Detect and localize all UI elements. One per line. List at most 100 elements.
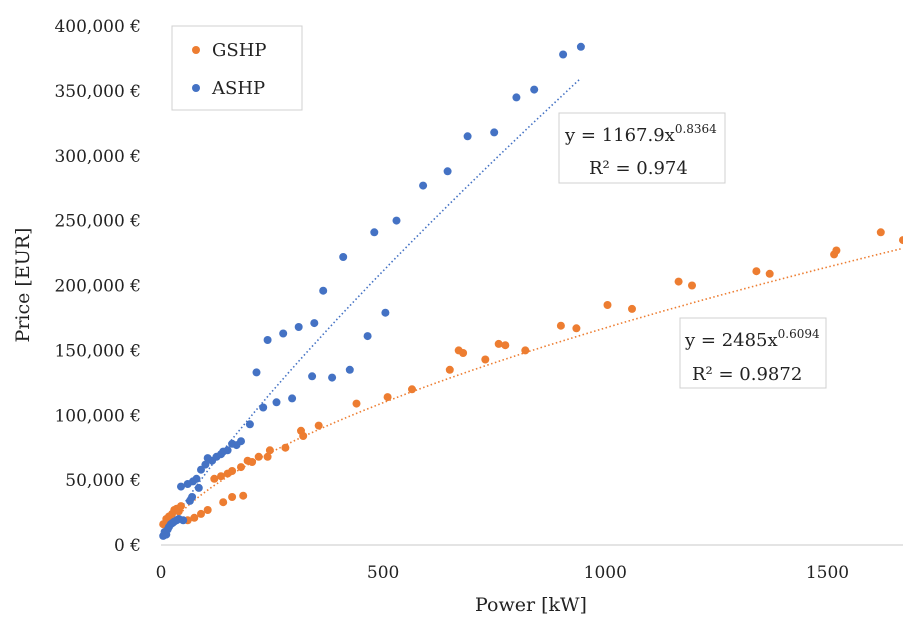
data-point-gshp	[248, 458, 257, 466]
legend: GSHP ASHP	[171, 25, 303, 111]
data-point-gshp	[228, 493, 237, 501]
data-point-gshp	[501, 341, 510, 350]
data-point-gshp	[265, 446, 274, 455]
data-point-gshp	[263, 452, 272, 461]
data-point-ashp	[179, 516, 188, 525]
x-tick-label: 0	[156, 563, 167, 583]
data-point-ashp	[288, 394, 297, 403]
data-point-ashp	[310, 319, 319, 328]
legend-marker-ashp	[192, 84, 200, 92]
data-point-ashp	[530, 85, 539, 94]
data-point-ashp	[328, 373, 337, 382]
data-point-ashp	[252, 368, 261, 377]
data-point-gshp	[314, 421, 323, 430]
y-tick-label: 150,000 €	[54, 341, 141, 361]
legend-label-gshp: GSHP	[212, 40, 267, 61]
data-point-gshp	[494, 339, 503, 348]
data-point-ashp	[576, 42, 585, 51]
trendline-r2-gshp: R² = 0.9872	[692, 364, 802, 385]
data-point-gshp	[521, 346, 530, 355]
data-point-gshp	[254, 452, 263, 461]
data-point-gshp	[876, 228, 885, 237]
legend-box	[171, 25, 303, 111]
data-point-gshp	[899, 236, 903, 245]
data-point-gshp	[281, 443, 290, 452]
data-point-gshp	[481, 355, 490, 364]
data-point-ashp	[490, 128, 499, 137]
data-point-ashp	[370, 228, 379, 237]
data-point-gshp	[299, 432, 308, 440]
legend-marker-gshp	[192, 46, 200, 54]
data-point-gshp	[408, 385, 416, 394]
y-tick-label: 400,000 €	[54, 17, 141, 37]
data-point-gshp	[190, 513, 199, 522]
y-tick-label: 300,000 €	[54, 147, 141, 167]
data-point-gshp	[832, 246, 841, 255]
x-tick-label: 500	[367, 563, 399, 583]
data-point-gshp	[688, 281, 696, 290]
data-point-ashp	[319, 286, 328, 295]
y-axis-title: Price [EUR]	[12, 228, 34, 343]
trendline-equation-ashp: y = 1167.9x0.8364	[564, 122, 717, 146]
data-point-ashp	[188, 493, 197, 501]
data-point-ashp	[463, 132, 472, 141]
data-point-gshp	[628, 304, 636, 313]
data-point-ashp	[263, 336, 272, 344]
trendline-label-gshp-box	[679, 317, 827, 389]
data-point-gshp	[674, 277, 683, 286]
y-tick-label: 200,000 €	[54, 277, 141, 297]
data-point-ashp	[272, 398, 281, 407]
y-tick-label: 100,000 €	[54, 406, 141, 426]
y-tick-label: 50,000 €	[65, 471, 141, 491]
data-point-gshp	[219, 498, 228, 507]
data-point-ashp	[237, 437, 245, 446]
trendlines	[162, 77, 903, 540]
data-point-ashp	[279, 329, 288, 338]
x-tick-label: 1000	[584, 563, 627, 583]
data-points	[159, 42, 903, 540]
trendline-r2-ashp: R² = 0.974	[589, 158, 688, 179]
data-point-ashp	[443, 167, 452, 176]
data-point-ashp	[245, 420, 254, 429]
data-point-gshp	[228, 467, 237, 475]
trendline-equation-gshp: y = 2485x0.6094	[684, 327, 820, 351]
data-point-gshp	[383, 393, 392, 402]
trendline-ashp	[162, 77, 582, 540]
data-point-gshp	[752, 267, 761, 276]
y-tick-label: 350,000 €	[54, 82, 141, 102]
data-point-ashp	[308, 372, 317, 381]
data-point-ashp	[559, 50, 568, 59]
data-point-ashp	[223, 446, 232, 455]
data-point-ashp	[201, 460, 210, 469]
data-point-gshp	[197, 509, 205, 518]
data-point-ashp	[381, 308, 390, 317]
data-point-gshp	[203, 506, 212, 514]
data-point-gshp	[239, 491, 248, 500]
x-axis: 0 500 1000 1500	[156, 563, 850, 583]
legend-label-ashp: ASHP	[211, 78, 265, 99]
trendline-label-ashp: y = 1167.9x0.8364 R² = 0.974	[558, 112, 726, 184]
data-point-gshp	[177, 502, 185, 511]
data-point-gshp	[603, 301, 612, 309]
data-point-ashp	[392, 216, 401, 225]
trendline-gshp	[162, 247, 903, 537]
data-point-ashp	[363, 332, 372, 341]
data-point-gshp	[352, 399, 361, 408]
data-point-gshp	[445, 365, 454, 374]
trendline-label-gshp: y = 2485x0.6094 R² = 0.9872	[679, 317, 827, 389]
data-point-gshp	[459, 349, 468, 357]
trendline-label-ashp-box	[558, 112, 726, 184]
data-point-ashp	[294, 323, 303, 331]
data-point-gshp	[765, 269, 774, 278]
y-tick-label: 0 €	[114, 536, 141, 556]
y-axis: 0 € 50,000 € 100,000 € 150,000 € 200,000 € 25…	[54, 17, 141, 556]
data-point-gshp	[572, 324, 581, 333]
data-point-ashp	[339, 253, 348, 261]
y-tick-label: 250,000 €	[54, 212, 141, 232]
data-point-ashp	[192, 474, 201, 483]
data-point-ashp	[512, 93, 521, 102]
data-point-ashp	[419, 181, 428, 190]
x-tick-label: 1500	[806, 563, 849, 583]
data-point-gshp	[210, 474, 219, 483]
